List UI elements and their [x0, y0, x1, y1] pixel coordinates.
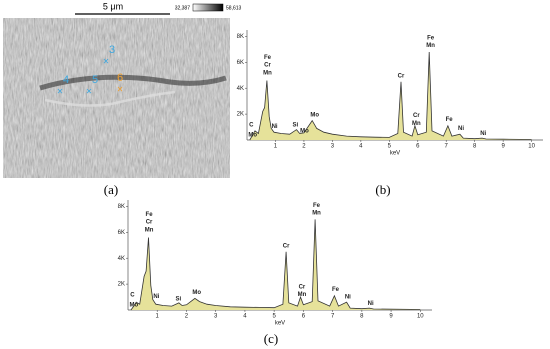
peak-label: Mo [192, 290, 201, 296]
x-axis-label: keV [275, 321, 285, 327]
peak-label: Ni [345, 295, 351, 301]
x-tick-label: 3 [331, 144, 335, 150]
x-tick-label: 1 [274, 144, 278, 150]
panel-label: (b) [375, 182, 390, 197]
peak-label: Cr [146, 220, 153, 226]
x-tick-label: 9 [501, 144, 505, 150]
x-axis-label: keV [390, 151, 400, 157]
x-tick-label: 8 [473, 144, 477, 150]
peak-label: Mo [130, 302, 139, 308]
peak-label: Cr [398, 74, 405, 80]
x-tick-label: 5 [272, 314, 276, 320]
x-tick-label: 6 [416, 144, 420, 150]
peak-label: Si [175, 297, 181, 303]
x-tick-label: 10 [417, 314, 424, 320]
peak-label: Cr [283, 244, 290, 250]
peak-label: Mn [263, 70, 272, 76]
spectrum-line [249, 51, 532, 141]
colorbar-max: 58,613 [226, 5, 242, 11]
y-tick-label: 6K [118, 230, 125, 236]
x-tick-label: 3 [214, 314, 218, 320]
peak-label: Mn [145, 227, 154, 233]
peak-label: Mo [300, 129, 309, 135]
y-tick-label: 4K [118, 256, 125, 262]
peak-label: Ni [272, 124, 278, 130]
point-label: 5 [92, 74, 98, 86]
peak-label: Ni [368, 301, 374, 307]
peak-label: Mn [298, 292, 307, 298]
scale-bar-label: 5 μm [103, 1, 123, 11]
peak-label: C [249, 123, 254, 129]
x-tick-label: 10 [528, 144, 535, 150]
peak-label: Fe [427, 35, 435, 41]
x-tick-label: 6 [302, 314, 306, 320]
point-marker: ✕ [86, 87, 93, 96]
peak-label: Si [293, 123, 299, 129]
x-tick-label: 4 [359, 144, 363, 150]
peak-label: Fe [332, 287, 340, 293]
x-tick-label: 2 [185, 314, 189, 320]
x-tick-label: 7 [445, 144, 449, 150]
x-tick-label: 7 [331, 314, 335, 320]
point-label: 3 [109, 44, 115, 56]
point-label: 6 [117, 72, 123, 84]
peak-label: Cr [264, 63, 271, 69]
x-tick-label: 4 [243, 314, 247, 320]
peak-label: Fe [146, 212, 154, 218]
peak-label: Fe [446, 117, 454, 123]
peak-label: Mo [248, 132, 257, 138]
point-marker: ✕ [103, 57, 110, 66]
spectrum-line [130, 219, 421, 311]
peak-label: Mn [426, 43, 435, 49]
peak-label: Ni [480, 131, 486, 137]
peak-label: Cr [299, 284, 306, 290]
y-tick-label: 6K [237, 60, 244, 66]
point-label: 4 [63, 74, 69, 86]
x-tick-label: 8 [360, 314, 364, 320]
spectrum-area [130, 219, 421, 310]
colorbar-min: 32,387 [175, 5, 191, 11]
peak-label: Cr [413, 113, 420, 119]
y-tick-label: 2K [118, 282, 125, 288]
peak-label: Mo [310, 112, 319, 118]
x-tick-label: 2 [302, 144, 306, 150]
peak-label: Fe [264, 55, 272, 61]
panel-label: (c) [264, 331, 278, 346]
y-tick-label: 2K [237, 112, 244, 118]
peak-label: Ni [153, 294, 159, 300]
point-marker: ✕ [117, 85, 124, 94]
y-tick-label: 8K [237, 34, 244, 40]
sem-image [3, 3, 230, 178]
x-tick-label: 1 [156, 314, 160, 320]
peak-label: Mn [312, 211, 321, 217]
peak-label: Mn [412, 121, 421, 127]
panel-label: (a) [104, 182, 118, 197]
point-marker: ✕ [57, 87, 64, 96]
x-tick-label: 5 [388, 144, 392, 150]
peak-label: Fe [313, 203, 321, 209]
peak-label: C [130, 293, 135, 299]
y-tick-label: 4K [237, 86, 244, 92]
peak-label: Ni [458, 126, 464, 132]
x-tick-label: 9 [389, 314, 393, 320]
y-tick-label: 8K [118, 204, 125, 210]
